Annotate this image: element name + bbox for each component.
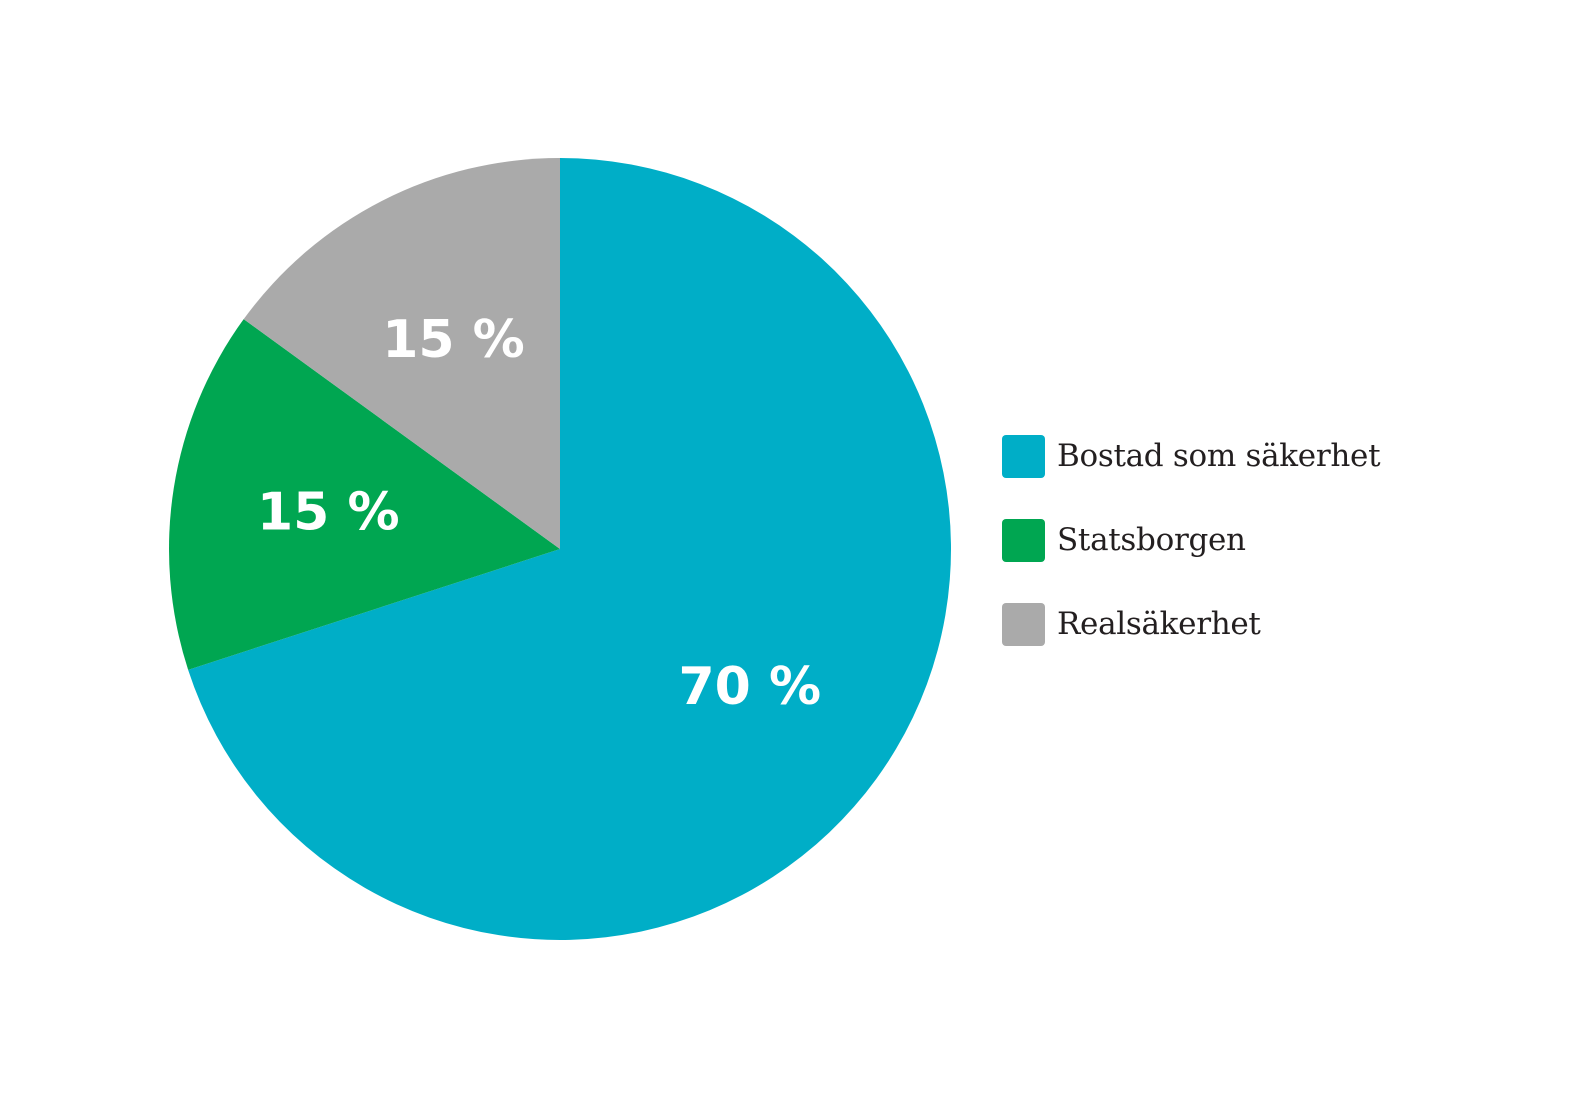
pie-slice-statsborgen (168, 319, 560, 670)
legend-item-realsakerhet: Realsäkerhet (1002, 602, 1380, 646)
pie-slice-bostad (188, 158, 951, 940)
slice-value-label-realsakerhet: 15 % (382, 310, 525, 370)
slice-value-label-statsborgen: 15 % (257, 482, 400, 542)
pie-labels: 70 % 15 % 15 % (257, 310, 821, 717)
legend-label-bostad: Bostad som säkerhet (1057, 438, 1381, 474)
legend-label-statsborgen: Statsborgen (1057, 522, 1246, 558)
pie-slice-realsakerhet (243, 158, 560, 549)
legend-item-statsborgen: Statsborgen (1002, 518, 1380, 562)
legend-swatch-bostad (1002, 434, 1045, 478)
slice-value-label-bostad: 70 % (679, 657, 822, 717)
legend-swatch-realsakerhet (1002, 602, 1045, 646)
legend-label-realsakerhet: Realsäkerhet (1057, 606, 1261, 642)
legend-swatch-statsborgen (1002, 518, 1045, 562)
legend: Bostad som säkerhet Statsborgen Realsäke… (1002, 434, 1381, 686)
pie-slices (168, 158, 951, 940)
legend-item-bostad: Bostad som säkerhet (1002, 434, 1381, 478)
